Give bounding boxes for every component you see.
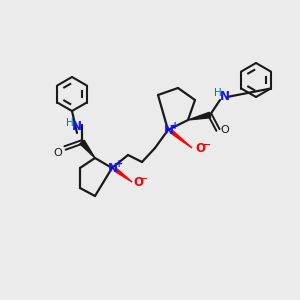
- Polygon shape: [172, 130, 192, 148]
- Text: +: +: [171, 121, 179, 131]
- Text: O: O: [195, 142, 205, 154]
- Text: O: O: [133, 176, 143, 188]
- Text: −: −: [202, 140, 212, 150]
- Text: H: H: [66, 118, 74, 128]
- Polygon shape: [188, 112, 211, 120]
- Text: O: O: [54, 148, 62, 158]
- Text: H: H: [214, 88, 222, 98]
- Text: +: +: [115, 159, 123, 169]
- Text: O: O: [220, 125, 230, 135]
- Polygon shape: [80, 140, 95, 158]
- Polygon shape: [116, 168, 132, 182]
- Text: N: N: [220, 89, 230, 103]
- Text: N: N: [72, 121, 82, 134]
- Text: N: N: [108, 163, 118, 176]
- Text: N: N: [164, 124, 174, 137]
- Text: −: −: [139, 174, 149, 184]
